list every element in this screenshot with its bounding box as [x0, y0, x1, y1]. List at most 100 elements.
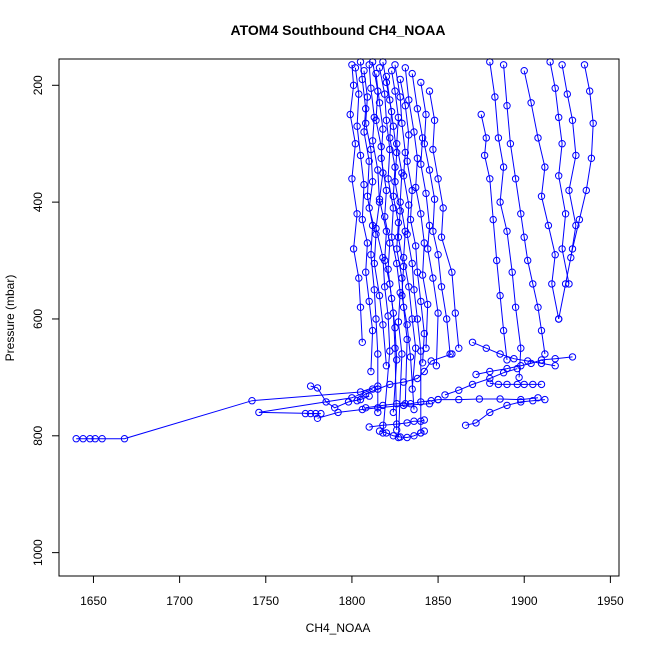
- data-point: [362, 390, 370, 398]
- data-point: [529, 397, 537, 405]
- data-point: [394, 318, 403, 326]
- x-tick-label: 1950: [597, 594, 624, 608]
- data-point: [401, 148, 409, 157]
- data-point: [396, 75, 404, 84]
- y-tick-label: 600: [31, 309, 45, 329]
- data-point: [486, 367, 494, 376]
- data-point: [565, 186, 573, 195]
- data-point: [520, 380, 528, 389]
- data-point: [503, 401, 511, 410]
- data-point: [448, 268, 456, 276]
- data-point: [313, 384, 322, 392]
- data-point: [537, 359, 546, 368]
- data-point: [508, 268, 516, 276]
- data-point: [413, 374, 422, 383]
- data-point: [511, 303, 520, 311]
- data-point: [382, 72, 391, 81]
- data-point: [399, 172, 408, 180]
- data-point: [587, 154, 596, 163]
- data-point: [398, 274, 406, 282]
- data-point: [486, 379, 494, 387]
- data-point: [558, 140, 566, 148]
- data-point: [368, 137, 377, 145]
- data-point: [430, 195, 439, 203]
- data-point: [405, 96, 413, 104]
- data-point: [401, 64, 409, 72]
- data-point: [537, 192, 546, 201]
- x-tick-label: 1700: [166, 594, 193, 608]
- data-point: [403, 433, 411, 442]
- data-point: [455, 395, 463, 404]
- data-point: [475, 395, 484, 403]
- data-point: [499, 163, 508, 171]
- data-point: [424, 245, 432, 253]
- data-point: [301, 409, 310, 418]
- data-point: [417, 398, 425, 406]
- data-point: [375, 99, 384, 107]
- data-point: [382, 186, 391, 195]
- x-tick-label: 1650: [80, 594, 107, 608]
- data-point: [506, 140, 515, 148]
- data-point: [389, 204, 397, 212]
- data-point: [396, 207, 404, 215]
- data-point: [393, 400, 401, 408]
- data-point: [515, 373, 523, 382]
- data-point: [434, 395, 442, 404]
- data-point: [391, 324, 399, 332]
- data-point: [389, 408, 397, 417]
- data-point: [489, 215, 497, 224]
- profile-line-31: [503, 64, 546, 355]
- data-point: [391, 178, 399, 186]
- data-point: [306, 382, 315, 390]
- data-point: [496, 350, 504, 358]
- data-point: [510, 355, 518, 363]
- data-point: [406, 353, 415, 361]
- data-point: [432, 362, 441, 370]
- data-point: [448, 350, 456, 358]
- data-point: [422, 110, 430, 119]
- data-point: [420, 329, 428, 338]
- data-point: [589, 119, 597, 128]
- y-axis-label: Pressure (mbar): [3, 275, 17, 362]
- data-point: [389, 432, 397, 440]
- data-point: [98, 435, 106, 443]
- data-point: [381, 213, 389, 221]
- data-point: [422, 189, 430, 198]
- data-point: [496, 291, 504, 300]
- data-point: [393, 356, 401, 364]
- data-point: [346, 110, 354, 119]
- x-tick-label: 1850: [425, 594, 452, 608]
- data-point: [482, 344, 490, 352]
- data-point: [355, 90, 363, 98]
- data-point: [494, 134, 503, 142]
- data-point: [567, 253, 575, 262]
- data-point: [351, 140, 360, 148]
- data-point: [399, 401, 408, 410]
- data-point: [368, 326, 377, 335]
- data-point: [434, 175, 442, 183]
- data-point: [486, 374, 494, 383]
- data-point: [551, 251, 559, 259]
- data-point: [544, 221, 553, 230]
- x-tick-label: 1800: [339, 594, 366, 608]
- y-axis: 200 400 600 800 1000: [31, 75, 60, 566]
- data-point: [381, 256, 389, 265]
- data-point: [367, 251, 375, 259]
- data-point: [387, 67, 396, 75]
- data-point: [367, 84, 375, 92]
- data-point: [382, 227, 391, 236]
- profile-line-30: [480, 114, 508, 360]
- data-point: [413, 154, 422, 163]
- data-point: [372, 315, 380, 323]
- data-point: [517, 344, 525, 352]
- data-point: [491, 93, 499, 101]
- data-point: [399, 378, 408, 386]
- data-point: [568, 116, 577, 125]
- data-point: [365, 297, 373, 306]
- data-point: [410, 286, 418, 294]
- data-point: [368, 385, 377, 393]
- data-point: [375, 291, 384, 300]
- data-point: [434, 309, 442, 317]
- data-point: [417, 210, 425, 218]
